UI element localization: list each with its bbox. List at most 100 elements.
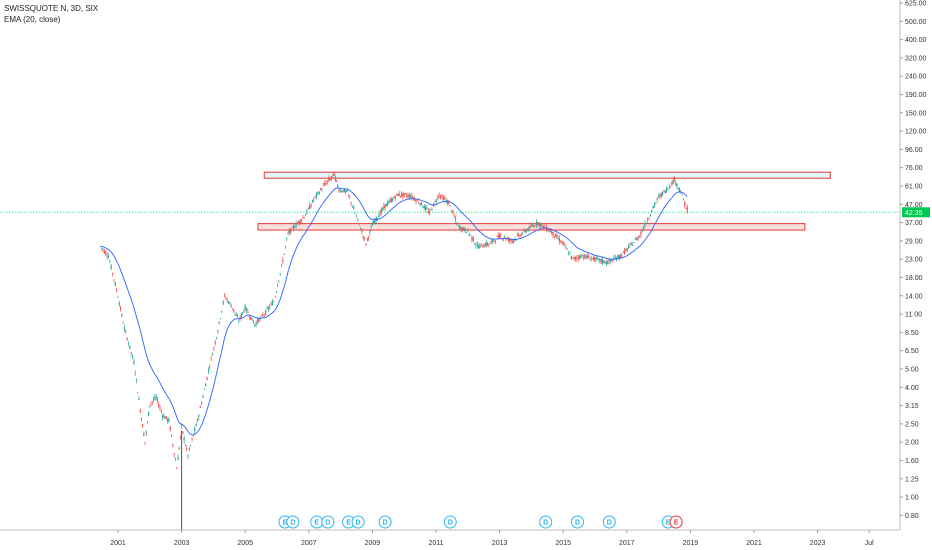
candle-down xyxy=(452,210,454,213)
candle-up xyxy=(373,220,375,223)
candle-up xyxy=(668,186,670,188)
candle-up xyxy=(547,230,549,232)
time-tick-label: 2021 xyxy=(746,540,762,547)
candle-up xyxy=(121,314,123,317)
candle-down xyxy=(302,217,304,218)
candle-up xyxy=(156,398,159,401)
candle-up xyxy=(354,212,356,214)
candle-up xyxy=(483,246,485,248)
candle-up xyxy=(600,259,602,262)
time-tick-label: 2023 xyxy=(810,540,826,547)
candle-down xyxy=(102,249,104,251)
time-axis[interactable]: 2001 2003 2005 2007 2009 2011 2013 2015 2017 2019… xyxy=(0,529,900,547)
candle-up xyxy=(222,301,224,304)
candle-up xyxy=(215,337,218,339)
candle-down xyxy=(265,310,267,315)
candle-up xyxy=(123,327,125,330)
candle-down xyxy=(325,182,327,185)
candle-down xyxy=(660,193,662,197)
candle-down xyxy=(505,239,507,240)
time-tick-label: 2007 xyxy=(301,540,317,547)
candle-up xyxy=(661,191,664,195)
candle-down xyxy=(507,238,510,242)
candle-up xyxy=(154,396,156,400)
candle-up xyxy=(291,226,293,228)
candle-up xyxy=(164,417,166,419)
candle-down xyxy=(552,231,554,236)
candle-up xyxy=(468,233,470,235)
candle-down xyxy=(160,411,162,412)
candle-down xyxy=(537,222,539,225)
candle-up xyxy=(570,255,572,259)
candle-down xyxy=(656,198,658,201)
candle-down xyxy=(407,195,409,197)
candle-up xyxy=(409,196,412,198)
candle-up xyxy=(607,262,609,265)
earnings-marker-label: E xyxy=(283,520,288,527)
candle-up xyxy=(430,208,432,210)
candle-down xyxy=(282,259,284,263)
candle-up xyxy=(504,236,506,239)
candle-down xyxy=(328,178,330,181)
candle-down xyxy=(418,202,420,204)
candle-up xyxy=(431,209,433,210)
candle-up xyxy=(528,226,530,231)
candle-up xyxy=(549,231,552,233)
candle-down xyxy=(310,204,312,207)
candle-up xyxy=(254,324,256,326)
candle-down xyxy=(367,236,370,239)
candle-up xyxy=(412,197,414,199)
candle-up xyxy=(569,253,571,254)
candle-up xyxy=(478,246,480,249)
resistance-zone xyxy=(263,171,831,179)
candle-up xyxy=(187,455,189,457)
candle-up xyxy=(568,254,570,255)
candle-down xyxy=(640,232,642,236)
indicator-label[interactable]: EMA (20, close) xyxy=(4,15,61,24)
candle-up xyxy=(649,215,652,217)
price-tick-label: 190.00 xyxy=(905,92,927,99)
dividend-marker-label: D xyxy=(325,520,330,527)
candle-up xyxy=(463,227,465,231)
dividend-marker-label: D xyxy=(290,520,295,527)
candle-down xyxy=(519,235,521,237)
price-tick-label: 1.25 xyxy=(905,476,919,483)
price-axis[interactable]: 625.00 500.00 400.00 320.00 240.00 190.00 150.… xyxy=(899,0,927,530)
candle-down xyxy=(239,316,241,319)
candle-up xyxy=(242,312,244,314)
candle-up xyxy=(385,203,387,206)
candle-up xyxy=(134,372,136,374)
candle-down xyxy=(574,256,577,260)
candle-down xyxy=(313,199,315,201)
candle-down xyxy=(262,314,264,317)
candle-down xyxy=(394,197,396,199)
time-tick-label: 2001 xyxy=(110,540,126,547)
symbol-title[interactable]: SWISSQUOTE N, 3D, SIX xyxy=(4,4,99,13)
candle-down xyxy=(511,240,513,242)
candle-down xyxy=(105,251,107,255)
candle-down xyxy=(509,240,511,241)
time-tick-label: 2017 xyxy=(619,540,635,547)
dividend-marker-label: D xyxy=(383,520,388,527)
time-tick-label: 2003 xyxy=(174,540,190,547)
candle-up xyxy=(357,218,359,220)
candle-up xyxy=(107,256,110,258)
candle-down xyxy=(223,294,226,296)
candle-up xyxy=(155,396,157,398)
candle-down xyxy=(309,204,311,209)
candle-up xyxy=(295,223,297,227)
candle-up xyxy=(117,297,119,298)
candle-up xyxy=(586,255,588,258)
candle-down xyxy=(358,222,360,224)
candle-up xyxy=(401,193,403,196)
candle-up xyxy=(339,189,341,192)
candle-up xyxy=(426,208,428,210)
candle-down xyxy=(560,241,562,243)
candle-down xyxy=(406,195,408,197)
candle-up xyxy=(494,241,497,242)
price-tick-label: 0.80 xyxy=(905,513,919,520)
candle-down xyxy=(380,209,382,213)
candle-down xyxy=(260,315,263,316)
candle-up xyxy=(521,233,524,235)
